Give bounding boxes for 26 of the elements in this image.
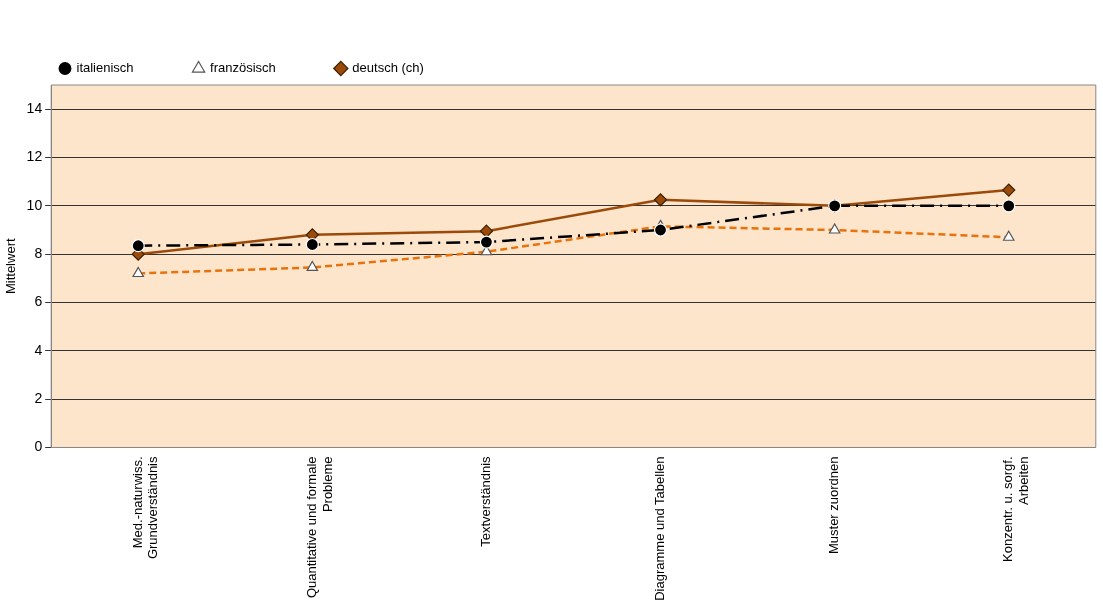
point [479,224,494,238]
y-tick-label: 12 [26,148,43,165]
point [653,223,668,237]
y-tick-label: 8 [34,245,43,262]
x-tick-label: Diagramme und Tabellen [652,456,668,601]
legend-label: italienisch [76,60,134,76]
point [131,239,145,253]
x-tick-label: Med.-naturwiss. Grundverständnis [129,455,161,560]
legend-label: deutsch (ch) [352,60,424,76]
point [653,193,668,207]
x-tick-label: Muster zuordnen [826,456,842,555]
y-tick-label: 0 [34,438,43,455]
x-tick-label: Quantitative und formale Probleme [303,456,335,599]
y-tick-label: 10 [26,196,43,213]
legend-label: französisch [210,60,276,76]
y-tick-label: 6 [34,293,43,310]
x-tick-label: Textverständnis [478,455,494,547]
point [1002,199,1016,213]
y-axis-title: Mittelwert [3,238,19,295]
point [479,235,494,249]
y-tick-label: 14 [26,100,43,117]
y-tick-label: 4 [34,341,43,358]
point [1002,183,1016,197]
point [305,237,319,252]
y-tick-label: 2 [34,390,43,407]
x-tick-label: Konzentr. u. sorgf. Arbeiten [1000,456,1031,562]
